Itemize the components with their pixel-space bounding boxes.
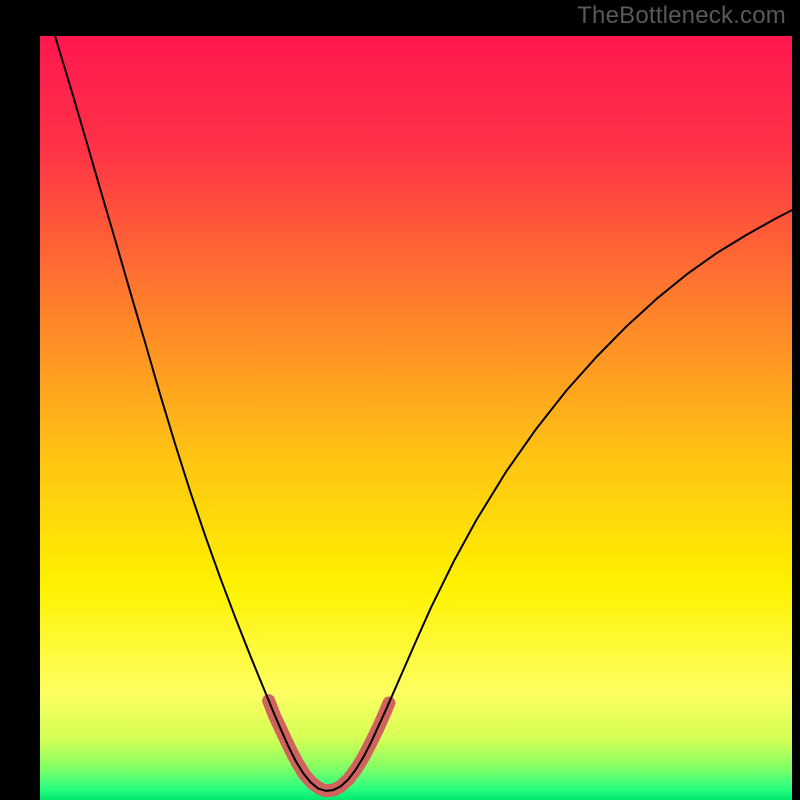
frame: TheBottleneck.com bbox=[0, 0, 800, 800]
chart-background bbox=[40, 36, 792, 800]
watermark-text: TheBottleneck.com bbox=[577, 2, 786, 30]
chart-plot bbox=[40, 36, 792, 800]
